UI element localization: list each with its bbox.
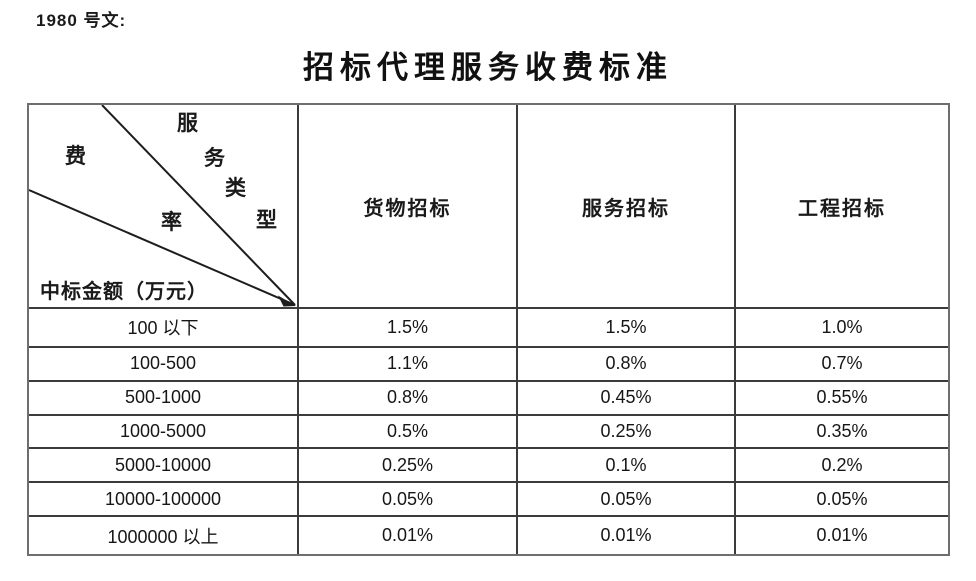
amount-cell: 100-500 bbox=[129, 353, 197, 374]
corner-char-service-2: 务 bbox=[204, 146, 225, 170]
amount-cell: 1000000 以上 bbox=[107, 526, 219, 547]
rate-cell-services: 0.25% bbox=[516, 415, 734, 448]
amount-cell: 100 以下 bbox=[127, 318, 199, 339]
corner-amount-label: 中标金额（万元） bbox=[40, 281, 208, 303]
amount-cell: 10000-100000 bbox=[104, 488, 222, 509]
rate-cell-goods: 0.01% bbox=[297, 517, 516, 555]
rate-cell-services: 0.05% bbox=[516, 483, 734, 516]
rate-cell-goods: 0.8% bbox=[297, 381, 516, 414]
rate-cell-engineering: 0.01% bbox=[734, 517, 948, 555]
rate-cell-goods: 0.05% bbox=[297, 483, 516, 516]
corner-char-service-4: 型 bbox=[256, 208, 277, 232]
column-header-services: 服务招标 bbox=[516, 105, 734, 307]
corner-header-cell: 服 务 类 型 费 率 中标金额（万元） bbox=[29, 105, 297, 307]
page-title: 招标代理服务收费标准 bbox=[303, 50, 673, 85]
rate-cell-engineering: 0.05% bbox=[734, 483, 948, 516]
rate-cell-engineering: 0.35% bbox=[734, 415, 948, 448]
table-row: 500-1000 0.8% 0.45% 0.55% bbox=[29, 379, 948, 414]
table-header-row: 服 务 类 型 费 率 中标金额（万元） 货物招标 服务招标 工程招标 bbox=[29, 105, 948, 307]
rate-cell-goods: 1.5% bbox=[297, 309, 516, 346]
amount-cell: 500-1000 bbox=[124, 387, 202, 408]
rate-cell-goods: 0.25% bbox=[297, 449, 516, 482]
column-header-goods: 货物招标 bbox=[297, 105, 516, 307]
table-row: 1000-5000 0.5% 0.25% 0.35% bbox=[29, 413, 948, 448]
rate-cell-goods: 0.5% bbox=[297, 415, 516, 448]
corner-char-service-1: 服 bbox=[177, 111, 198, 135]
rate-cell-goods: 1.1% bbox=[297, 347, 516, 380]
arrowhead-icon bbox=[278, 295, 296, 307]
corner-char-rate-2: 率 bbox=[161, 210, 182, 234]
amount-cell: 1000-5000 bbox=[119, 421, 207, 441]
table-row: 5000-10000 0.25% 0.1% 0.2% bbox=[29, 447, 948, 482]
rate-cell-services: 0.45% bbox=[516, 381, 734, 414]
rate-cell-services: 0.1% bbox=[516, 449, 734, 482]
table-row: 1000000 以上 0.01% 0.01% 0.01% bbox=[29, 515, 948, 555]
diagonal-divider-lines bbox=[29, 105, 296, 307]
document-ref-label: 1980 号文: bbox=[36, 11, 127, 30]
amount-cell: 5000-10000 bbox=[114, 454, 212, 475]
rate-cell-engineering: 0.55% bbox=[734, 381, 948, 414]
column-header-engineering: 工程招标 bbox=[734, 105, 948, 307]
corner-char-rate-1: 费 bbox=[65, 144, 86, 168]
fee-standard-table: 服 务 类 型 费 率 中标金额（万元） 货物招标 服务招标 工程招标 100 … bbox=[27, 103, 950, 556]
rate-cell-services: 0.8% bbox=[516, 347, 734, 380]
rate-cell-services: 0.01% bbox=[516, 517, 734, 555]
table-row: 10000-100000 0.05% 0.05% 0.05% bbox=[29, 481, 948, 516]
corner-char-service-3: 类 bbox=[225, 176, 246, 200]
rate-cell-engineering: 0.2% bbox=[734, 449, 948, 482]
rate-cell-engineering: 1.0% bbox=[734, 309, 948, 346]
table-row: 100 以下 1.5% 1.5% 1.0% bbox=[29, 307, 948, 346]
rate-cell-engineering: 0.7% bbox=[734, 347, 948, 380]
rate-cell-services: 1.5% bbox=[516, 309, 734, 346]
table-row: 100-500 1.1% 0.8% 0.7% bbox=[29, 345, 948, 380]
